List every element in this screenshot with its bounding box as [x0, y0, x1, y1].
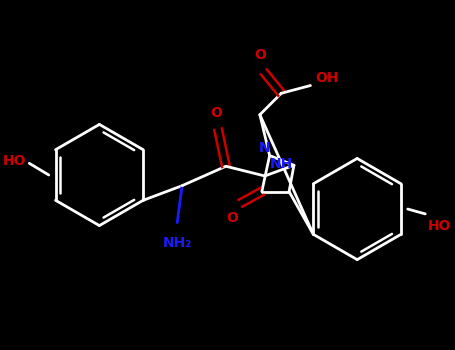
- Text: N: N: [259, 141, 271, 155]
- Text: OH: OH: [315, 71, 339, 85]
- Text: O: O: [210, 106, 222, 120]
- Text: O: O: [227, 211, 238, 225]
- Text: NH₂: NH₂: [162, 236, 192, 250]
- Text: HO: HO: [428, 219, 452, 233]
- Text: HO: HO: [3, 154, 26, 168]
- Text: NH: NH: [270, 157, 293, 171]
- Text: O: O: [254, 48, 266, 62]
